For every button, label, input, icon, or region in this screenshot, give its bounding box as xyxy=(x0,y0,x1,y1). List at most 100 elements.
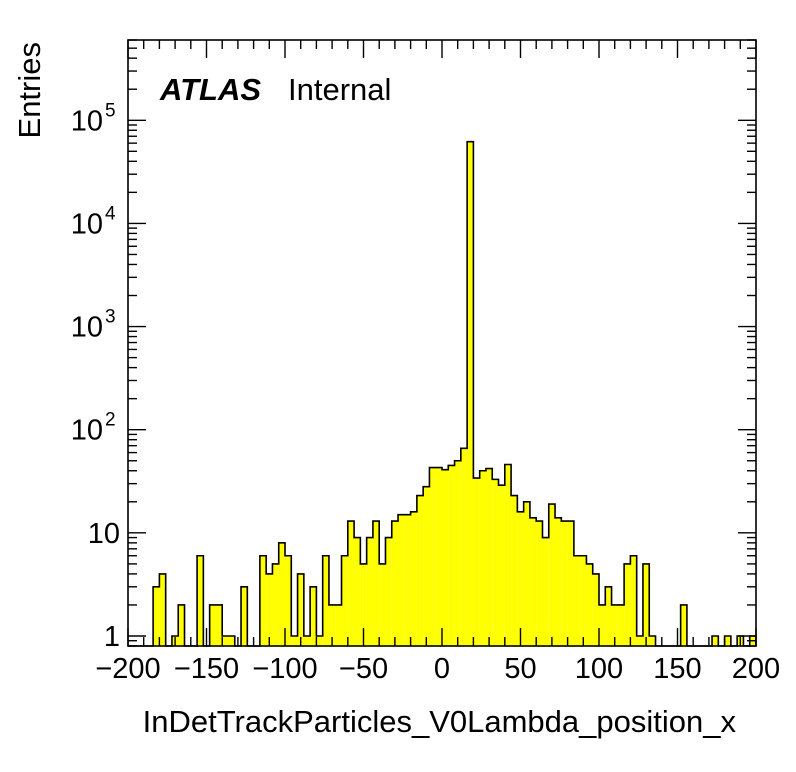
x-tick-label: 150 xyxy=(653,653,701,685)
histogram-bar xyxy=(555,517,562,646)
y-tick-label-exponent: 3 xyxy=(105,307,116,328)
histogram-bar xyxy=(209,604,216,646)
histogram-bar xyxy=(228,636,235,646)
atlas-label: ATLAS xyxy=(159,72,261,107)
histogram-bar xyxy=(215,604,223,646)
x-tick-label: −100 xyxy=(252,653,317,685)
histogram-bar xyxy=(435,467,442,646)
histogram-bar xyxy=(303,636,311,646)
histogram-bar xyxy=(586,563,593,646)
histogram-bar xyxy=(429,467,436,646)
y-tick-label: 10 xyxy=(71,105,103,137)
y-tick-label-exponent: 5 xyxy=(105,100,116,121)
histogram-bar xyxy=(680,604,687,646)
histogram-bar xyxy=(599,604,606,646)
histogram-bar xyxy=(410,511,417,646)
histogram-bar xyxy=(442,469,449,646)
histogram-bar xyxy=(291,636,298,646)
y-tick-label-exponent: 2 xyxy=(105,410,116,431)
histogram-bar xyxy=(222,636,229,646)
histogram-bar xyxy=(404,514,411,646)
histogram-bar xyxy=(159,573,166,646)
y-tick-label: 10 xyxy=(71,312,103,344)
histogram-bar xyxy=(498,485,505,646)
histogram-bar xyxy=(335,604,342,646)
axis-ticks xyxy=(127,39,757,647)
histogram-bar xyxy=(322,555,329,646)
histogram-bar xyxy=(310,586,317,646)
x-tick-label: −150 xyxy=(174,653,239,685)
y-tick-label: 10 xyxy=(88,518,120,550)
histogram-bar xyxy=(197,555,204,646)
histogram-bar xyxy=(529,517,537,646)
histogram-bar xyxy=(567,521,574,646)
histogram-bar xyxy=(642,563,650,646)
histogram-bar xyxy=(580,555,587,646)
histogram-bar xyxy=(391,521,399,646)
atlas-status-label: Internal xyxy=(288,72,391,107)
histogram-bar xyxy=(259,555,267,646)
histogram-bar xyxy=(272,563,279,646)
histogram-bar xyxy=(473,478,480,646)
histogram-bar xyxy=(354,537,361,646)
histogram-bar xyxy=(341,555,348,646)
histogram-bar xyxy=(712,636,719,646)
y-tick-label: 10 xyxy=(71,208,103,240)
histogram-bar xyxy=(536,521,543,646)
histogram-bar xyxy=(460,448,468,646)
histogram-outline xyxy=(128,140,757,647)
histogram-bar xyxy=(561,521,568,646)
y-tick-label: 1 xyxy=(104,621,120,653)
histogram-bar xyxy=(347,521,355,646)
histogram-bar xyxy=(517,511,524,646)
histogram-bar xyxy=(592,573,599,646)
histogram-bar xyxy=(266,573,273,646)
histogram-bar xyxy=(297,573,304,646)
histogram-bar xyxy=(454,460,461,646)
x-tick-label: 0 xyxy=(434,653,450,685)
histogram-bar xyxy=(285,555,292,646)
histogram-bar xyxy=(379,563,386,646)
histogram-bar xyxy=(416,495,424,646)
y-tick-label-exponent: 4 xyxy=(105,203,116,224)
histogram-bar xyxy=(153,586,160,646)
histogram-bar xyxy=(542,537,549,646)
histogram-bar xyxy=(385,537,392,646)
histogram-bar xyxy=(328,604,336,646)
x-tick-label: 50 xyxy=(504,653,536,685)
histogram-bar xyxy=(316,636,323,646)
histogram-bar xyxy=(467,141,474,646)
histogram-bar xyxy=(624,563,631,646)
histogram-bar xyxy=(617,604,625,646)
histogram-bar xyxy=(611,604,618,646)
histogram-bar xyxy=(448,465,455,646)
x-tick-label: −50 xyxy=(339,653,388,685)
histogram-bar xyxy=(398,514,405,646)
histogram-bar xyxy=(649,636,656,646)
histogram-bar xyxy=(278,542,285,646)
histogram-bar xyxy=(504,464,512,646)
histogram-bar xyxy=(241,586,248,646)
histogram-bar xyxy=(636,636,643,646)
histogram-bar xyxy=(479,470,486,646)
histogram-bar xyxy=(372,521,380,646)
x-tick-label: −200 xyxy=(95,653,160,685)
histogram-bars xyxy=(153,141,756,646)
histogram-bar xyxy=(485,468,493,646)
histogram-bar xyxy=(724,636,731,646)
y-axis-label: Entries xyxy=(12,42,47,138)
histogram-bar xyxy=(178,604,185,646)
x-tick-label: 200 xyxy=(732,653,780,685)
histogram-bar xyxy=(630,555,637,646)
histogram-bar xyxy=(511,495,518,646)
histogram-bar xyxy=(523,501,530,646)
x-tick-label: 100 xyxy=(575,653,623,685)
histogram-bar xyxy=(366,537,373,646)
histogram-bar xyxy=(573,555,581,646)
histogram-bar xyxy=(360,563,367,646)
histogram-bar xyxy=(423,486,430,646)
histogram-bar xyxy=(605,586,612,646)
histogram-bar xyxy=(492,479,499,646)
